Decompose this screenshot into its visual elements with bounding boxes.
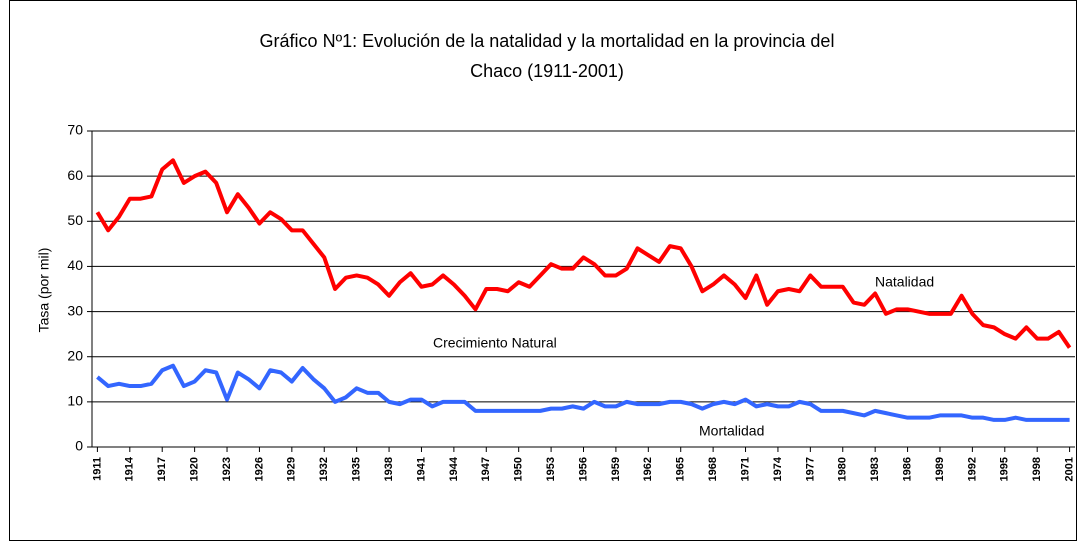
y-tick-label: 70 [67,122,83,138]
x-tick-label: 1929 [286,457,298,481]
series-label: Natalidad [875,274,934,290]
x-tick-label: 1923 [221,457,233,481]
y-tick-label: 0 [75,438,83,454]
x-tick-label: 1914 [124,456,136,481]
annotation: Crecimiento Natural [433,335,557,351]
x-tick-label: 1917 [156,457,168,481]
x-tick-label: 1968 [707,457,719,481]
x-tick-label: 1938 [383,457,395,481]
y-tick-label: 50 [67,212,83,228]
chart-title: Gráfico Nº1: Evolución de la natalidad y… [260,31,835,51]
x-tick-label: 1962 [642,457,654,481]
x-tick-label: 1926 [253,457,265,481]
y-tick-label: 40 [67,257,83,273]
data-line [96,363,1070,422]
x-tick-label: 1941 [415,457,427,481]
chart-title: Chaco (1911-2001) [470,61,624,81]
data-line [95,158,1072,349]
x-tick-label: 1932 [318,457,330,481]
x-tick-label: 1920 [189,457,201,481]
x-tick-label: 1947 [480,457,492,481]
x-tick-label: 1980 [837,457,849,481]
x-tick-label: 2001 [1064,457,1076,481]
y-tick-label: 60 [67,167,83,183]
x-tick-label: 1965 [675,457,687,481]
chart-frame [9,0,1077,541]
x-tick-label: 1977 [804,457,816,481]
x-tick-label: 1986 [901,457,913,481]
x-tick-label: 1950 [513,457,525,481]
x-tick-label: 1989 [934,457,946,481]
x-tick-label: 1974 [772,456,784,481]
x-tick-label: 1971 [739,457,751,481]
x-tick-label: 1956 [577,457,589,481]
y-tick-label: 10 [67,393,83,409]
y-tick-label: 30 [67,302,83,318]
x-tick-label: 1992 [966,457,978,481]
y-tick-label: 20 [67,347,83,363]
x-tick-label: 1944 [448,456,460,481]
x-tick-label: 1983 [869,457,881,481]
y-axis-label: Tasa (por mil) [36,248,52,333]
x-tick-label: 1953 [545,457,557,481]
x-tick-label: 1998 [1031,457,1043,481]
x-tick-label: 1959 [610,457,622,481]
x-tick-label: 1911 [91,457,103,481]
series-label: Mortalidad [699,423,764,439]
x-tick-label: 1995 [999,457,1011,481]
x-tick-label: 1935 [351,457,363,481]
